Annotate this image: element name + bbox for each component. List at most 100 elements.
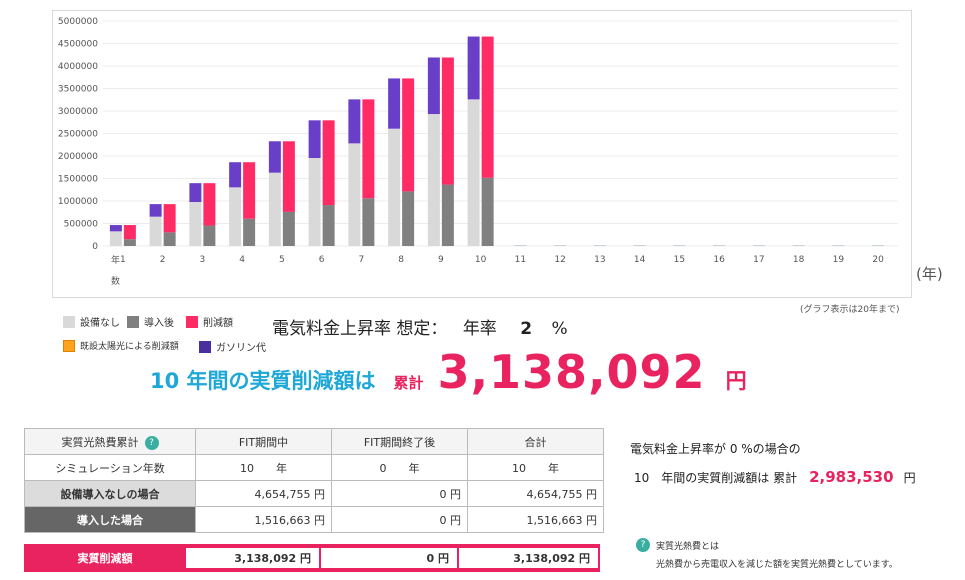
bar-segment bbox=[282, 211, 295, 246]
x-tick-label: 8 bbox=[398, 255, 404, 265]
bar-segment bbox=[109, 225, 122, 232]
y-tick-label: 2000000 bbox=[58, 152, 98, 162]
x-tick-label: 10 bbox=[475, 255, 487, 265]
y-tick-label: 1500000 bbox=[58, 175, 98, 185]
x-tick-label: 3 bbox=[200, 255, 206, 265]
help-icon[interactable]: ? bbox=[144, 435, 159, 450]
side-savings-zero: 10 年間の実質削減額は 累計 2,983,530 円 bbox=[634, 468, 916, 486]
bar-segment bbox=[322, 120, 335, 206]
legend-swatch bbox=[127, 315, 139, 328]
x-axis-label: 数 bbox=[111, 275, 120, 287]
rate-assumption: 電気料金上昇率 想定： 年率 2 % bbox=[272, 319, 568, 339]
legend-no-equipment: 設備なし bbox=[63, 314, 120, 329]
x-tick-label: 13 bbox=[594, 255, 605, 265]
bar-segment bbox=[481, 177, 494, 246]
bar-segment bbox=[593, 245, 606, 246]
x-tick-label: 9 bbox=[438, 255, 444, 265]
bar-segment bbox=[388, 78, 401, 129]
table-header-row: 実質光熱費累計? FIT期間中 FIT期間終了後 合計 bbox=[24, 428, 604, 455]
bar-segment bbox=[163, 232, 176, 246]
bar-segment bbox=[713, 245, 726, 246]
bar-segment bbox=[243, 218, 256, 246]
bar-segment bbox=[268, 141, 281, 173]
bar-segment bbox=[109, 231, 122, 246]
bar-segment bbox=[402, 78, 415, 192]
legend-swatch bbox=[199, 340, 211, 353]
savings-total-row: 実質削減額 3,138,092 円 0 円 3,138,092 円 bbox=[24, 544, 600, 572]
bar-segment bbox=[322, 205, 335, 246]
bar-segment bbox=[427, 114, 440, 246]
bar-segment bbox=[348, 143, 361, 246]
bar-segment bbox=[163, 204, 176, 233]
bar-segment bbox=[554, 245, 567, 246]
y-tick-label: 3500000 bbox=[58, 85, 98, 95]
table-row-with: 導入した場合 1,516,663 円 0 円 1,516,663 円 bbox=[24, 506, 604, 533]
bar-segment bbox=[149, 216, 162, 246]
x-tick-label: 14 bbox=[634, 255, 646, 265]
bar-segment bbox=[362, 99, 375, 199]
stacked-bar-chart: 0 500000 1000000 1500000 2000000 2500000 30000… bbox=[58, 17, 898, 287]
y-tick-label: 500000 bbox=[64, 220, 99, 230]
y-tick-label: 1000000 bbox=[58, 197, 98, 207]
x-tick-label: 6 bbox=[319, 255, 325, 265]
bar-segment bbox=[189, 183, 202, 203]
bar-segment bbox=[402, 191, 415, 246]
x-tick-label: 7 bbox=[359, 255, 365, 265]
bar-segment bbox=[832, 245, 845, 246]
bar-segment bbox=[268, 172, 281, 246]
note-title: ? 実質光熱費とは bbox=[636, 538, 719, 552]
bar-segment bbox=[467, 99, 480, 246]
x-tick-label: 11 bbox=[515, 255, 526, 265]
table-row-without: 設備導入なしの場合 4,654,755 円 0 円 4,654,755 円 bbox=[24, 480, 604, 507]
x-axis-label: 年 bbox=[111, 254, 120, 266]
y-tick-label: 4000000 bbox=[58, 62, 98, 72]
x-tick-label: 19 bbox=[833, 255, 845, 265]
bar-segment bbox=[752, 245, 765, 246]
x-tick-label: 18 bbox=[793, 255, 805, 265]
x-tick-label: 5 bbox=[279, 255, 285, 265]
bar-segment bbox=[123, 239, 136, 246]
bar-segment bbox=[123, 225, 136, 240]
bar-segment bbox=[388, 128, 401, 246]
x-tick-label: 17 bbox=[753, 255, 764, 265]
legend-swatch bbox=[63, 315, 75, 328]
help-icon: ? bbox=[636, 538, 650, 552]
bar-segment bbox=[348, 99, 361, 144]
chart-container: 0 500000 1000000 1500000 2000000 2500000 30000… bbox=[52, 10, 912, 298]
legend-after-install: 導入後 bbox=[127, 314, 174, 329]
x-tick-label: 12 bbox=[554, 255, 565, 265]
legend-savings: 削減額 bbox=[186, 314, 233, 329]
y-tick-label: 0 bbox=[92, 242, 98, 252]
bar-segment bbox=[203, 183, 216, 226]
bar-segment bbox=[441, 184, 454, 246]
x-tick-label: 16 bbox=[713, 255, 725, 265]
bar-segment bbox=[514, 245, 527, 246]
bar-segment bbox=[633, 245, 646, 246]
bar-segment bbox=[427, 57, 440, 115]
x-tick-label: 1 bbox=[120, 255, 126, 265]
y-tick-label: 5000000 bbox=[58, 17, 98, 27]
bar-segment bbox=[229, 187, 242, 246]
bar-segment bbox=[467, 36, 480, 100]
bar-segment bbox=[203, 225, 216, 246]
bar-segment bbox=[282, 141, 295, 212]
bar-segment bbox=[362, 198, 375, 246]
legend-existing-solar: 既設太陽光による削減額 bbox=[63, 339, 179, 352]
headline-amount: 3,138,092 bbox=[437, 345, 706, 399]
x-tick-label: 2 bbox=[160, 255, 166, 265]
bar-segment bbox=[149, 204, 162, 217]
bar-segment bbox=[673, 245, 686, 246]
bar-segment bbox=[481, 36, 494, 178]
table-row-years: シミュレーション年数 10 年 0 年 10 年 bbox=[24, 454, 604, 481]
bar-segment bbox=[229, 162, 242, 188]
bar-segment bbox=[308, 158, 321, 246]
side-rate-zero: 電気料金上昇率が 0 %の場合の bbox=[630, 442, 801, 456]
y-tick-label: 4500000 bbox=[58, 40, 98, 50]
legend-swatch bbox=[63, 339, 75, 352]
note-body: 光熱費から売電収入を減じた額を実質光熱費としています。 bbox=[656, 560, 898, 570]
bar-segment bbox=[189, 202, 202, 246]
x-tick-label: 4 bbox=[239, 255, 245, 265]
bar-segment bbox=[792, 245, 805, 246]
y-tick-label: 3000000 bbox=[58, 107, 98, 117]
x-tick-label: 20 bbox=[872, 255, 884, 265]
